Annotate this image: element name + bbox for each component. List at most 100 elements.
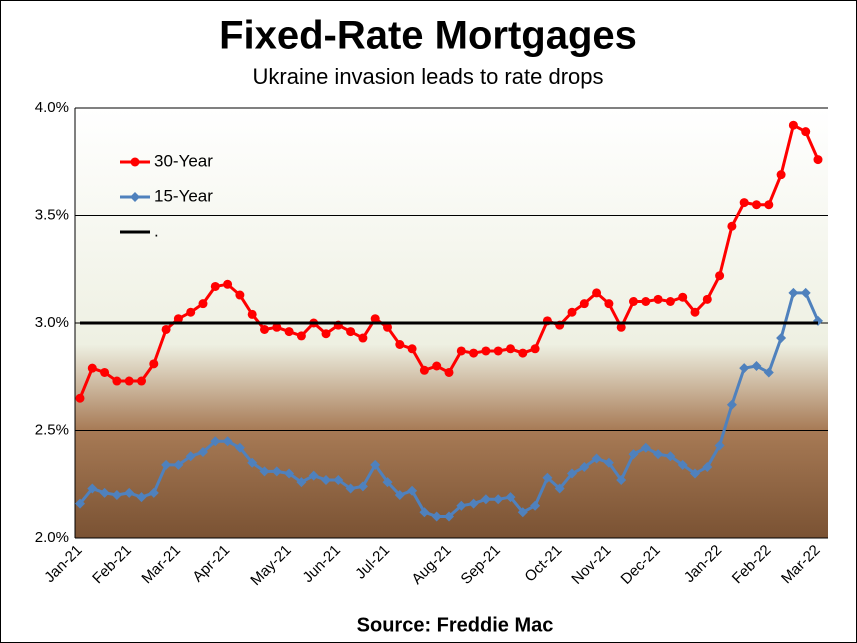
data-point bbox=[567, 468, 577, 479]
data-point bbox=[149, 359, 159, 369]
data-point bbox=[247, 457, 258, 468]
data-point bbox=[407, 344, 417, 354]
data-point bbox=[603, 457, 614, 468]
data-point bbox=[604, 299, 614, 309]
data-point bbox=[444, 367, 454, 377]
data-point bbox=[727, 221, 737, 231]
legend-label: 30-Year bbox=[154, 151, 213, 170]
data-point bbox=[112, 376, 122, 386]
chart-subtitle: Ukraine invasion leads to rate drops bbox=[253, 64, 604, 89]
data-point bbox=[690, 468, 700, 479]
data-point bbox=[665, 451, 676, 462]
data-point bbox=[431, 511, 442, 522]
data-point bbox=[124, 376, 134, 386]
chart-title: Fixed-Rate Mortgages bbox=[219, 14, 637, 58]
data-point bbox=[136, 492, 147, 503]
data-point bbox=[751, 361, 762, 371]
data-point bbox=[505, 492, 516, 503]
data-point bbox=[222, 436, 233, 447]
data-point bbox=[776, 333, 787, 344]
data-point bbox=[161, 459, 172, 470]
data-point bbox=[653, 449, 664, 460]
data-point bbox=[210, 436, 221, 447]
data-point bbox=[394, 490, 405, 500]
legend-label: 15-Year bbox=[154, 186, 213, 205]
data-point bbox=[530, 500, 541, 511]
source-note: Source: Freddie Mac bbox=[357, 614, 554, 636]
data-point bbox=[567, 307, 577, 317]
data-point bbox=[185, 451, 196, 462]
data-point bbox=[788, 120, 798, 130]
data-point bbox=[480, 494, 491, 505]
data-point bbox=[272, 322, 282, 332]
data-point bbox=[260, 324, 269, 334]
data-point bbox=[223, 279, 233, 289]
data-point bbox=[173, 314, 183, 324]
data-point bbox=[517, 507, 528, 518]
data-point bbox=[702, 462, 713, 473]
data-point bbox=[357, 481, 368, 492]
data-point bbox=[456, 500, 467, 511]
data-point bbox=[678, 292, 688, 302]
data-point bbox=[456, 346, 466, 356]
data-point bbox=[370, 459, 381, 470]
data-point bbox=[198, 299, 208, 309]
data-point bbox=[173, 459, 184, 470]
data-point bbox=[296, 477, 307, 488]
data-point bbox=[75, 393, 85, 403]
data-point bbox=[210, 281, 220, 291]
data-point bbox=[284, 327, 294, 337]
data-point bbox=[800, 287, 811, 298]
data-point bbox=[690, 307, 700, 317]
data-point bbox=[714, 440, 725, 451]
data-point bbox=[370, 314, 380, 324]
data-point bbox=[628, 449, 639, 460]
data-point bbox=[542, 472, 553, 483]
data-point bbox=[383, 322, 392, 332]
data-point bbox=[235, 290, 245, 300]
legend-marker bbox=[130, 157, 140, 167]
data-point bbox=[739, 198, 749, 208]
y-tick-label: 2.0% bbox=[35, 529, 69, 546]
y-tick-label: 2.5% bbox=[35, 421, 69, 438]
data-point bbox=[407, 485, 418, 496]
data-point bbox=[186, 307, 196, 317]
data-point bbox=[616, 322, 626, 332]
data-point bbox=[616, 474, 627, 485]
y-tick-label: 3.0% bbox=[35, 314, 69, 331]
legend-label: . bbox=[154, 221, 159, 240]
data-point bbox=[284, 468, 295, 479]
data-point bbox=[321, 474, 331, 485]
data-point bbox=[726, 399, 737, 410]
data-point bbox=[813, 155, 823, 165]
legend-marker bbox=[130, 192, 140, 202]
data-point bbox=[715, 271, 725, 281]
data-point bbox=[493, 494, 504, 505]
data-point bbox=[518, 348, 528, 358]
data-point bbox=[419, 507, 430, 518]
data-point bbox=[346, 327, 356, 337]
data-point bbox=[665, 297, 675, 306]
data-point bbox=[100, 367, 110, 377]
data-point bbox=[333, 474, 344, 485]
data-point bbox=[247, 309, 257, 319]
data-point bbox=[629, 297, 638, 306]
data-point bbox=[87, 483, 98, 494]
data-point bbox=[161, 324, 171, 334]
data-point bbox=[271, 466, 282, 477]
y-tick-label: 3.5% bbox=[35, 206, 69, 223]
data-point bbox=[469, 348, 479, 358]
data-point bbox=[788, 287, 799, 298]
data-point bbox=[530, 344, 540, 354]
data-point bbox=[358, 333, 368, 343]
data-point bbox=[444, 511, 454, 522]
data-point bbox=[345, 483, 356, 494]
data-point bbox=[234, 442, 245, 453]
data-point bbox=[579, 299, 589, 309]
y-tick-label: 4.0% bbox=[35, 99, 69, 116]
data-point bbox=[640, 442, 651, 453]
data-point bbox=[259, 466, 270, 477]
data-point bbox=[296, 331, 306, 341]
data-point bbox=[124, 487, 135, 498]
